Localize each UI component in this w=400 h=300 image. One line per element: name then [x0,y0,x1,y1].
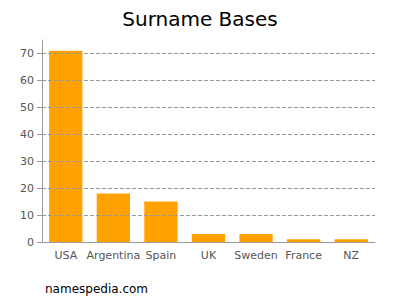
svg-text:50: 50 [20,101,34,114]
svg-text:70: 70 [20,47,34,60]
svg-text:0: 0 [27,236,34,249]
svg-text:10: 10 [20,209,34,222]
svg-text:60: 60 [20,74,34,87]
svg-text:40: 40 [20,128,34,141]
svg-text:NZ: NZ [343,249,359,262]
svg-text:France: France [285,249,322,262]
svg-text:20: 20 [20,182,34,195]
svg-text:Spain: Spain [146,249,177,262]
svg-text:UK: UK [201,249,217,262]
svg-text:USA: USA [54,249,77,262]
svg-text:Argentina: Argentina [87,249,141,262]
svg-text:30: 30 [20,155,34,168]
svg-text:namespedia.com: namespedia.com [45,282,148,296]
svg-text:Surname Bases: Surname Bases [122,7,277,31]
svg-text:Sweden: Sweden [234,249,277,262]
